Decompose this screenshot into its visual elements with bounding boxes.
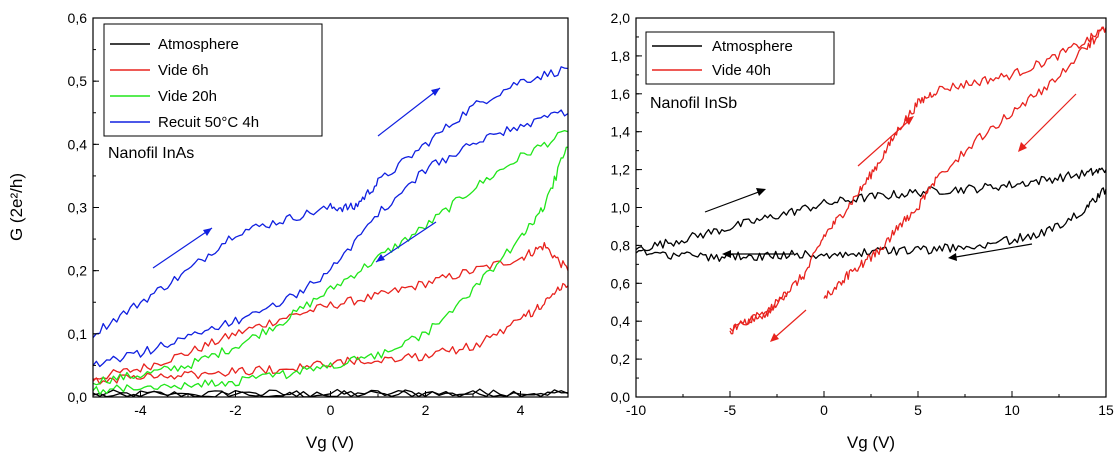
arrow-inas-blue-down-head bbox=[376, 254, 385, 262]
arrow-insb-black-right-head bbox=[756, 188, 766, 196]
legend-label-recuit: Recuit 50°C 4h bbox=[158, 114, 259, 131]
arrow-insb-black-right bbox=[704, 189, 765, 213]
series-line-inas-vide-20h-0 bbox=[92, 129, 569, 386]
chart-insb-x-axis-label: Vg (V) bbox=[847, 433, 895, 452]
arrow-insb-red-down-head bbox=[1018, 142, 1027, 152]
y-tick-label: 0,6 bbox=[68, 10, 88, 26]
y-tick-label: 0,5 bbox=[68, 73, 88, 89]
y-tick-label: 1,4 bbox=[611, 124, 631, 140]
y-tick-label: 0,4 bbox=[68, 136, 88, 152]
chart-inas-x-axis-label: Vg (V) bbox=[306, 433, 354, 452]
x-tick-label: -4 bbox=[134, 402, 147, 418]
y-tick-label: 0,8 bbox=[611, 237, 631, 253]
arrow-inas-blue-up-right bbox=[377, 87, 441, 137]
x-tick-label: 5 bbox=[914, 402, 922, 418]
legend-label-atmosphere: Atmosphere bbox=[158, 36, 239, 53]
y-tick-label: 0,2 bbox=[68, 263, 88, 279]
chart-insb: -10 -5 0 5 10 15 0,0 0,2 0,4 0,6 0,8 1,0 1,2 1,4 1,6 1,… bbox=[611, 10, 1114, 452]
chart-insb-arrows bbox=[704, 93, 1077, 342]
chart-insb-ticks: -10 -5 0 5 10 15 0,0 0,2 0,4 0,6 0,8 1,0 1,2 1,4 1,6 1,… bbox=[611, 10, 1114, 418]
x-tick-label: -5 bbox=[724, 402, 737, 418]
arrow-insb-red-down bbox=[1019, 93, 1077, 151]
series-line-insb-atmosphere-1 bbox=[635, 187, 1107, 262]
arrow-inas-blue-up-left bbox=[152, 227, 213, 269]
series-line-inas-recuit-50-c-4h-1 bbox=[92, 109, 569, 368]
chart-insb-frame bbox=[635, 17, 1107, 398]
x-tick-label: 4 bbox=[517, 402, 525, 418]
x-tick-label: 10 bbox=[1004, 402, 1020, 418]
series-line-insb-vide-40h-0 bbox=[729, 27, 1107, 332]
chart-inas-ticks: -4 -2 0 2 4 0,0 0,1 0,2 0,3 0,4 0,5 0,6 bbox=[68, 10, 569, 418]
arrow-insb-black-left-2-head bbox=[948, 253, 957, 261]
chart-inas-arrows bbox=[152, 87, 441, 269]
chart-inas-frame bbox=[92, 17, 569, 398]
y-tick-label: 0,0 bbox=[68, 389, 88, 405]
y-tick-label: 1,2 bbox=[611, 162, 631, 178]
x-tick-label: -2 bbox=[229, 402, 242, 418]
y-tick-label: 1,6 bbox=[611, 86, 631, 102]
chart-inas-legend-box bbox=[103, 23, 323, 137]
series-line-insb-vide-40h-2 bbox=[729, 291, 787, 335]
series-line-inas-vide-20h-1 bbox=[92, 146, 568, 396]
chart-insb-legend-box bbox=[645, 31, 835, 85]
chart-inas-plot-area bbox=[92, 66, 569, 398]
legend-label-vide-20h: Vide 20h bbox=[158, 88, 217, 105]
y-tick-label: 0,1 bbox=[68, 326, 88, 342]
arrow-insb-red-low bbox=[771, 309, 807, 341]
arrow-insb-red-up-head bbox=[904, 116, 914, 125]
y-tick-label: 0,2 bbox=[611, 351, 631, 367]
y-tick-label: 0,3 bbox=[68, 200, 88, 216]
legend-label-atmosphere-insb: Atmosphere bbox=[712, 38, 793, 55]
arrow-insb-black-left-2 bbox=[949, 243, 1033, 259]
series-line-insb-atmosphere-0 bbox=[635, 167, 1107, 252]
chart-inas-y-axis-label: G (2e²/h) bbox=[7, 173, 26, 241]
x-tick-label: 2 bbox=[422, 402, 430, 418]
legend-label-vide-6h: Vide 6h bbox=[158, 62, 209, 79]
y-tick-label: 2,0 bbox=[611, 10, 631, 26]
y-tick-label: 0,0 bbox=[611, 389, 631, 405]
arrow-insb-red-up bbox=[857, 117, 913, 167]
chart-inas: -4 -2 0 2 4 0,0 0,1 0,2 0,3 0,4 0,5 0,6 Vg (V) G (2… bbox=[7, 10, 569, 452]
x-tick-label: -10 bbox=[626, 402, 646, 418]
y-tick-label: 1,0 bbox=[611, 200, 631, 216]
chart-inas-legend: Atmosphere Vide 6h Vide 20h Recuit 50°C … bbox=[103, 23, 323, 137]
chart-insb-annotation: Nanofil InSb bbox=[650, 95, 737, 112]
legend-label-vide-40h: Vide 40h bbox=[712, 62, 771, 79]
series-line-inas-recuit-50-c-4h-0 bbox=[92, 66, 569, 339]
x-tick-label: 0 bbox=[820, 402, 828, 418]
y-tick-label: 1,8 bbox=[611, 48, 631, 64]
chart-inas-annotation: Nanofil InAs bbox=[108, 145, 194, 162]
arrow-inas-blue-up-right-head bbox=[431, 88, 440, 96]
chart-insb-plot-area bbox=[635, 26, 1107, 335]
arrow-insb-red-low-head bbox=[770, 333, 779, 342]
y-tick-label: 0,4 bbox=[611, 313, 631, 329]
y-tick-label: 0,6 bbox=[611, 275, 631, 291]
series-line-inas-vide-6h-1 bbox=[92, 282, 569, 385]
series-line-inas-vide-6h-0 bbox=[92, 241, 569, 381]
series-line-insb-vide-40h-1 bbox=[823, 26, 1107, 299]
x-tick-label: 0 bbox=[327, 402, 335, 418]
arrow-inas-blue-down bbox=[375, 221, 437, 263]
arrow-insb-black-left-1-head bbox=[722, 250, 731, 258]
x-tick-label: 15 bbox=[1098, 402, 1114, 418]
chart-insb-legend: Atmosphere Vide 40h bbox=[645, 31, 835, 85]
arrow-inas-blue-up-left-head bbox=[203, 228, 212, 236]
